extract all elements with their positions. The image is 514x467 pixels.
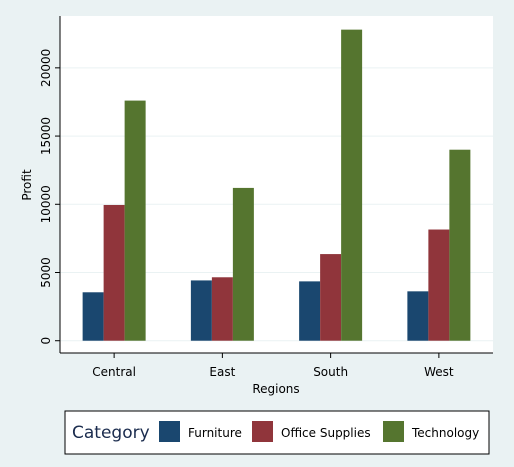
bar-furniture-south — [299, 281, 321, 341]
legend-label: Office Supplies — [281, 426, 371, 440]
y-tick-label: 20000 — [39, 49, 53, 87]
x-tick-label: East — [209, 365, 235, 379]
legend-box — [64, 410, 490, 455]
y-tick-label: 0 — [39, 337, 53, 345]
bar-furniture-central — [82, 292, 104, 341]
legend-items: Furniture Office Supplies Technology — [159, 421, 479, 442]
legend-swatch-furniture — [159, 421, 180, 442]
y-tick-label: 15000 — [39, 117, 53, 155]
bar-technology-east — [232, 187, 254, 341]
bar-technology-central — [124, 100, 146, 341]
x-tick-label: Central — [92, 365, 136, 379]
legend-title: Category — [72, 423, 150, 443]
x-ticks: Central East South West — [92, 353, 454, 379]
legend-label: Furniture — [188, 426, 242, 440]
bars — [82, 29, 471, 341]
legend-swatch-technology — [383, 421, 404, 442]
legend: Category Furniture Office Supplies Technol… — [64, 410, 490, 455]
x-tick-label: West — [424, 365, 454, 379]
legend-swatch-office-supplies — [252, 421, 273, 442]
legend-label: Technology — [411, 426, 479, 440]
bar-technology-west — [449, 149, 471, 341]
bar-office-supplies-south — [320, 254, 342, 341]
y-tick-label: 5000 — [39, 257, 53, 288]
y-axis-title: Profit — [20, 169, 34, 201]
bar-furniture-west — [407, 291, 429, 341]
bar-office-supplies-west — [428, 229, 450, 341]
y-tick-label: 10000 — [39, 185, 53, 223]
x-tick-label: South — [313, 365, 348, 379]
x-axis-title: Regions — [252, 382, 299, 396]
bar-technology-south — [341, 29, 363, 341]
bar-office-supplies-east — [211, 277, 233, 341]
bar-office-supplies-central — [103, 204, 125, 341]
bar-furniture-east — [190, 280, 212, 341]
y-ticks: 0 5000 10000 15000 20000 — [39, 49, 60, 345]
